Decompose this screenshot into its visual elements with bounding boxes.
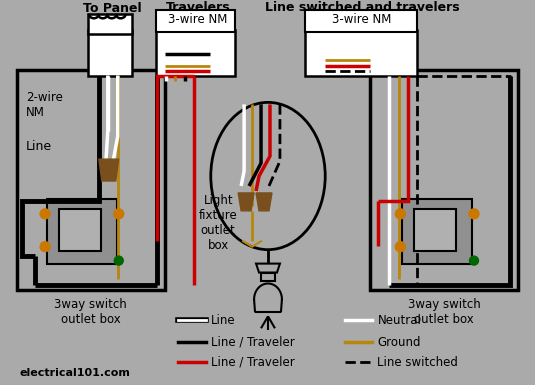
Text: Ground: Ground [378,336,421,349]
Bar [414,209,456,251]
Circle shape [114,209,124,219]
Text: Line switched: Line switched [378,356,458,368]
Ellipse shape [211,102,325,249]
Text: 3way switch
outlet box: 3way switch outlet box [55,298,127,326]
Bar [88,30,132,75]
Text: Line / Traveler: Line / Traveler [211,336,295,349]
Bar [88,14,132,34]
Text: Line switched and travelers: Line switched and travelers [265,2,460,14]
Polygon shape [256,193,272,211]
Circle shape [40,209,50,219]
Text: 3-wire NM: 3-wire NM [167,13,227,26]
Circle shape [40,242,50,252]
Text: Light
fixture
outlet
box: Light fixture outlet box [199,194,238,252]
Text: Line: Line [26,140,52,153]
Text: 3way switch
outlet box: 3way switch outlet box [408,298,480,326]
Circle shape [114,256,123,265]
Text: Neutral: Neutral [378,314,422,327]
Text: 2-wire
NM: 2-wire NM [26,92,63,119]
Bar [261,273,275,281]
Circle shape [395,209,406,219]
Text: Line: Line [211,314,236,327]
Text: electrical101.com: electrical101.com [19,368,130,378]
Text: Travelers: Travelers [166,2,231,14]
Bar [156,30,235,75]
Bar [305,30,417,75]
Text: Line / Traveler: Line / Traveler [211,356,295,368]
Circle shape [469,209,479,219]
Text: To Panel: To Panel [83,2,142,15]
Polygon shape [256,264,280,273]
Bar [156,10,235,32]
Circle shape [470,256,478,265]
Bar [305,10,417,32]
Bar [402,199,472,264]
Circle shape [395,242,406,252]
Bar [47,199,117,264]
Polygon shape [99,159,119,181]
Bar [371,70,518,290]
Bar [17,70,164,290]
Polygon shape [238,193,254,211]
Bar [59,209,101,251]
Text: 3-wire NM: 3-wire NM [332,13,391,26]
